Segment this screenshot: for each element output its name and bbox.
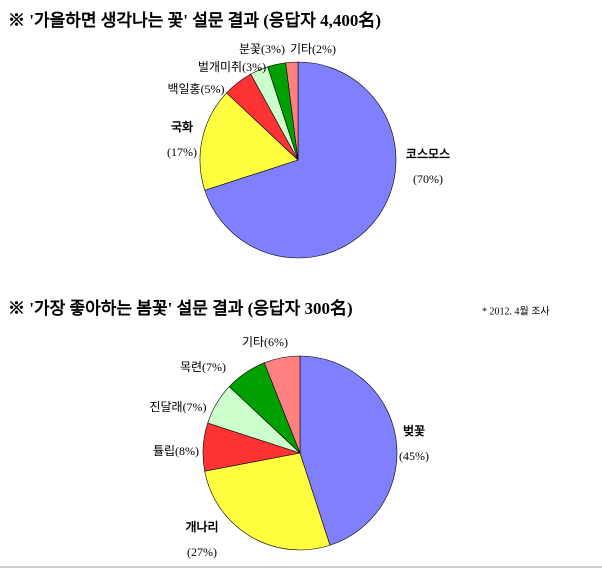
pie-slice — [263, 355, 301, 454]
slice-name: 튤립 — [153, 444, 175, 458]
slice-label: 분꽃(3%) — [239, 42, 285, 56]
slice-label: 벌개미취(3%) — [198, 60, 266, 74]
pie-slice — [199, 92, 299, 191]
slice-label: 개나리 — [185, 519, 218, 534]
slice-label: 진달래(7%) — [149, 400, 206, 414]
slice-value-label: (6%) — [264, 335, 288, 349]
slice-name: 백일홍 — [167, 82, 200, 96]
slice-label: 기타(2%) — [290, 42, 336, 56]
slice-value-label: (3%) — [261, 42, 285, 56]
pie-slice — [285, 61, 299, 161]
slice-name: 기타 — [290, 42, 312, 56]
slice-value-label: (7%) — [202, 360, 226, 374]
slice-name: 벌개미취 — [198, 60, 242, 74]
pie-slice — [204, 61, 397, 259]
slice-label: 목련(7%) — [180, 360, 226, 374]
slice-value-label: (5%) — [201, 82, 225, 96]
slice-label: 벚꽃 — [403, 423, 425, 438]
slice-value-label: (45%) — [399, 449, 429, 463]
slice-name: 목련 — [180, 360, 202, 374]
slice-value-label: (70%) — [413, 172, 443, 186]
chart-title: ※ '가을하면 생각나는 꽃' 설문 결과 (응답자 4,400名) — [8, 10, 381, 30]
chart-title: ※ '가장 좋아하는 봄꽃' 설문 결과 (응답자 300名) — [8, 298, 353, 318]
slice-value-label: (2%) — [312, 42, 336, 56]
slice-value-label: (3%) — [242, 60, 266, 74]
slice-name: 기타 — [242, 335, 264, 349]
slice-label: 백일홍(5%) — [167, 82, 224, 96]
slice-value-label: (27%) — [187, 545, 217, 559]
slice-value-label: (8%) — [175, 444, 199, 458]
slice-name: 분꽃 — [239, 42, 261, 56]
slice-name: 진달래 — [149, 400, 182, 414]
pie-slice — [299, 355, 398, 546]
slice-value-label: (17%) — [167, 145, 197, 159]
slice-label: 코스모스 — [406, 147, 450, 161]
slice-label: 국화 — [171, 119, 193, 134]
slice-value-label: (7%) — [183, 400, 207, 414]
note: * 2012. 4월 조사 — [482, 305, 550, 317]
pie-slice — [204, 452, 331, 551]
slice-label: 기타(6%) — [242, 335, 288, 349]
slice-label: 튤립(8%) — [153, 444, 199, 458]
